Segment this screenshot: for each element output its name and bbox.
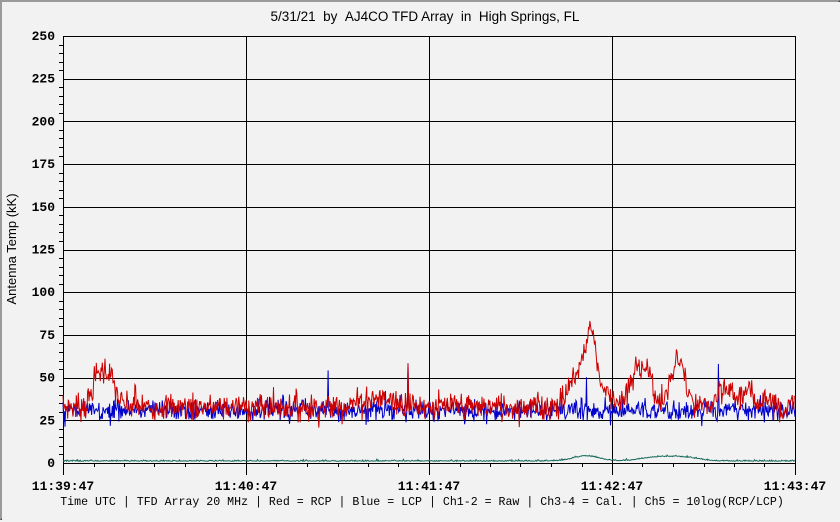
svg-text:25: 25 xyxy=(39,413,55,428)
svg-text:11:43:47: 11:43:47 xyxy=(764,479,826,494)
svg-text:5/31/21 by AJ4CO TFD Array: 5/31/21 by AJ4CO TFD Array in High Sprin… xyxy=(271,9,580,24)
svg-text:75: 75 xyxy=(39,328,55,343)
svg-text:11:41:47: 11:41:47 xyxy=(398,479,460,494)
svg-text:50: 50 xyxy=(39,371,55,386)
svg-text:11:42:47: 11:42:47 xyxy=(581,479,643,494)
svg-text:Antenna Temp (kK): Antenna Temp (kK) xyxy=(4,193,19,304)
svg-text:100: 100 xyxy=(32,285,56,300)
svg-text:175: 175 xyxy=(32,157,56,172)
svg-text:250: 250 xyxy=(32,29,56,44)
svg-text:150: 150 xyxy=(32,200,56,215)
svg-text:0: 0 xyxy=(47,456,55,471)
svg-text:125: 125 xyxy=(32,243,56,258)
svg-text:225: 225 xyxy=(32,72,56,87)
svg-text:11:40:47: 11:40:47 xyxy=(215,479,277,494)
svg-text:200: 200 xyxy=(32,114,56,129)
svg-text:Time UTC | TFD Array 20 MHz |: Time UTC | TFD Array 20 MHz | Red = RCP … xyxy=(60,496,784,509)
svg-text:11:39:47: 11:39:47 xyxy=(32,479,94,494)
